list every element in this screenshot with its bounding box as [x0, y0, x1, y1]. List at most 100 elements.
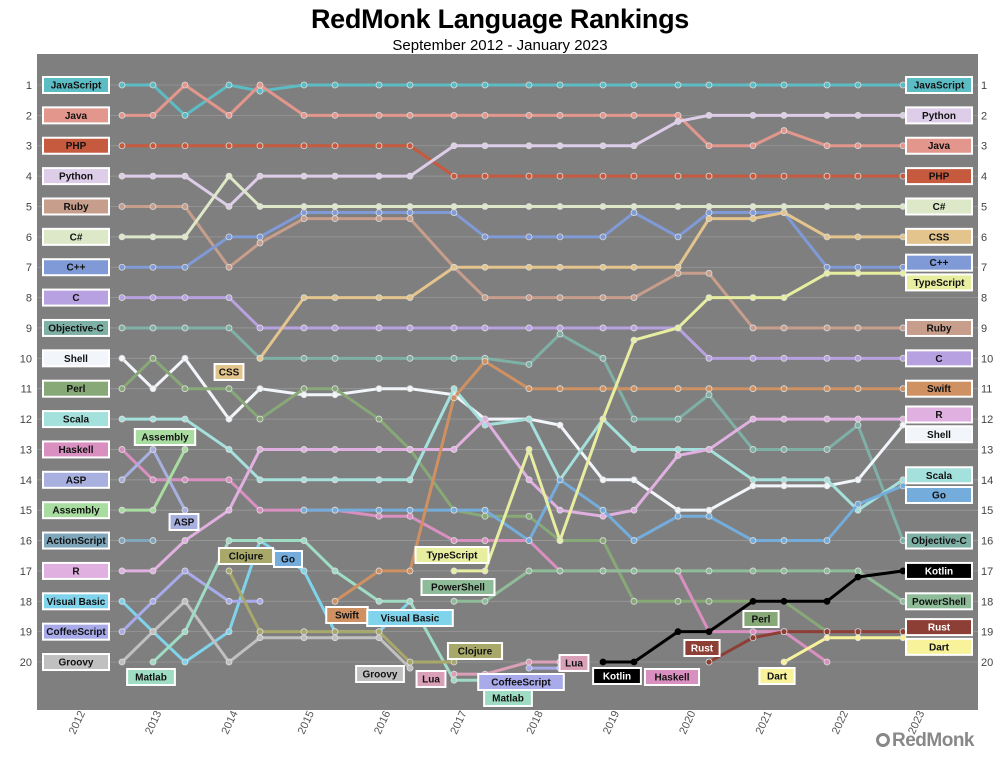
data-point [599, 354, 607, 362]
data-point [225, 476, 233, 484]
rank-tick-left: 18 [20, 596, 32, 608]
data-point [749, 81, 757, 89]
data-point [300, 294, 308, 301]
right-label: C [905, 349, 973, 368]
data-point [674, 567, 682, 575]
label-text: CoffeeScript [46, 627, 106, 638]
data-point [481, 597, 489, 605]
data-point [450, 670, 458, 678]
data-point [749, 324, 757, 332]
data-point [375, 512, 383, 520]
rank-tick-right: 10 [981, 353, 993, 365]
data-point [118, 294, 126, 301]
data-point [780, 482, 788, 490]
rank-tick-left: 1 [26, 80, 32, 92]
data-point [630, 567, 638, 575]
data-point [406, 203, 414, 210]
data-point [118, 506, 126, 514]
data-point [630, 336, 638, 344]
data-point [525, 294, 533, 301]
data-point [705, 385, 713, 393]
rank-tick-right: 18 [981, 596, 993, 608]
redmonk-logo: RedMonk [876, 730, 975, 752]
data-point [225, 537, 233, 544]
data-point [181, 142, 189, 150]
data-point [556, 81, 564, 89]
data-point [674, 597, 682, 605]
data-point [375, 597, 383, 605]
data-point [406, 567, 414, 575]
left-label: Visual Basic [42, 592, 110, 611]
label-text: Lua [565, 659, 583, 670]
data-point [300, 385, 308, 393]
data-point [780, 324, 788, 332]
data-point [749, 203, 757, 210]
data-point [300, 324, 308, 332]
data-point [256, 537, 264, 544]
data-point [556, 233, 564, 241]
data-point [375, 172, 383, 180]
data-point [823, 567, 831, 575]
data-point [854, 628, 862, 636]
label-text: Swift [927, 384, 952, 395]
data-point [525, 537, 533, 544]
data-point [450, 446, 458, 453]
data-point [823, 385, 831, 393]
logo-text: RedMonk [892, 730, 975, 751]
data-point [749, 537, 757, 544]
data-point [854, 385, 862, 393]
rank-tick-left: 13 [20, 444, 32, 456]
data-point [899, 634, 907, 642]
data-point [225, 81, 233, 89]
data-point [823, 233, 831, 241]
data-point [823, 203, 831, 210]
series-java [118, 81, 907, 150]
label-text: Perl [752, 615, 771, 626]
right-label: Swift [905, 379, 973, 398]
data-point [331, 142, 339, 150]
data-point [854, 172, 862, 180]
series-line [122, 83, 903, 148]
right-label: Shell [905, 425, 973, 444]
data-point [525, 203, 533, 210]
data-point [481, 142, 489, 150]
data-point [149, 233, 157, 241]
data-point [780, 476, 788, 484]
left-label: Shell [42, 349, 110, 368]
series-powershell [450, 567, 907, 605]
data-point [854, 634, 862, 642]
data-point [331, 215, 339, 223]
left-label: C [42, 288, 110, 307]
data-point [225, 233, 233, 241]
label-text: Dart [929, 642, 950, 653]
data-point [149, 567, 157, 575]
data-point [854, 233, 862, 241]
data-point [149, 446, 157, 453]
data-point [525, 664, 533, 672]
series-rust [705, 628, 907, 666]
data-point [599, 142, 607, 150]
data-point [674, 512, 682, 520]
data-point [556, 385, 564, 393]
rank-tick-right: 17 [981, 566, 993, 578]
data-point [481, 324, 489, 332]
data-point [181, 506, 189, 514]
data-point [599, 294, 607, 301]
left-label: Python [42, 167, 110, 186]
data-point [823, 81, 831, 89]
series-c [118, 294, 907, 362]
label-text: Clojure [458, 647, 493, 658]
data-point [406, 476, 414, 484]
data-point [181, 203, 189, 210]
label-text: Ruby [927, 323, 952, 334]
data-point [450, 567, 458, 575]
data-point [823, 172, 831, 180]
data-point [556, 421, 564, 429]
data-point [300, 446, 308, 453]
series-line [708, 630, 903, 664]
rank-tick-right: 7 [981, 262, 987, 274]
page-title: RedMonk Language Rankings [310, 4, 690, 34]
label-text: Visual Basic [381, 614, 440, 625]
series-line [258, 211, 903, 360]
data-point [630, 81, 638, 89]
